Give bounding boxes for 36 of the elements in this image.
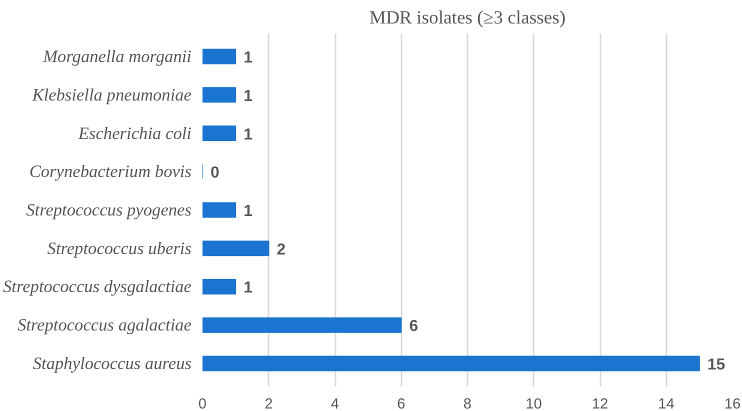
data-label: 1	[244, 280, 253, 297]
bar	[202, 317, 402, 333]
y-tick-label: Streptococcus dysgalactiae	[3, 277, 192, 296]
x-tick-label: 16	[724, 396, 741, 411]
bar	[202, 356, 700, 372]
x-tick-label: 10	[526, 396, 542, 411]
bar	[202, 48, 236, 64]
y-tick-label: Klebsiella pneumoniae	[31, 85, 192, 104]
bar	[202, 125, 236, 142]
x-tick-label: 0	[198, 396, 207, 411]
x-tick-label: 12	[592, 396, 608, 411]
y-tick-label: Morganella morganii	[42, 47, 192, 66]
data-label: 1	[244, 203, 253, 220]
bar	[202, 278, 236, 295]
data-label: 0	[210, 164, 220, 182]
x-tick-label: 6	[397, 396, 406, 411]
x-tick-label: 14	[658, 396, 674, 411]
y-tick-label: Streptococcus agalactiae	[17, 316, 192, 335]
x-tick-label: 4	[330, 396, 340, 411]
y-tick-label: Staphylococcus aureus	[32, 354, 192, 373]
chart-title: MDR isolates (≥3 classes)	[369, 8, 566, 28]
data-label: 6	[409, 318, 418, 336]
y-tick-label: Streptococcus uberis	[47, 238, 192, 258]
data-label: 1	[244, 88, 253, 105]
bar	[202, 202, 236, 218]
y-tick-label: Escherichia coli	[77, 124, 192, 143]
bar	[202, 240, 270, 256]
data-label: 1	[244, 126, 253, 144]
x-tick-label: 8	[463, 396, 472, 411]
y-tick-label: Streptococcus pyogenes	[26, 200, 192, 220]
x-tick-label: 2	[264, 396, 273, 411]
data-label: 1	[244, 50, 253, 67]
data-label: 15	[707, 356, 726, 374]
data-label: 2	[276, 241, 286, 258]
bar	[202, 87, 236, 103]
y-tick-label: Corynebacterium bovis	[29, 162, 192, 182]
